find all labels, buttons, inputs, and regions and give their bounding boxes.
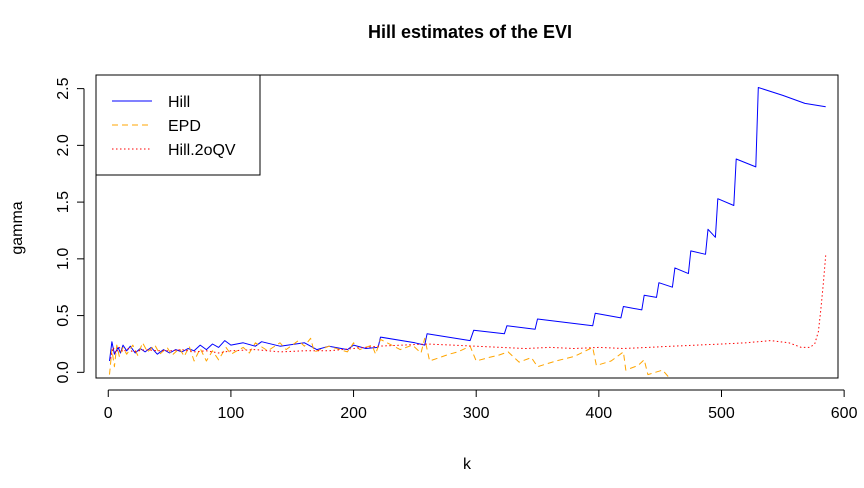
legend: Hill EPD Hill.2oQV: [95, 74, 261, 176]
legend-label: EPD: [168, 118, 201, 135]
legend-label: Hill.2oQV: [168, 142, 236, 159]
y-tick-label: 0.0: [55, 361, 72, 383]
x-axis: 0 100 200 300 400 500 600: [104, 389, 858, 422]
x-tick-label: 500: [708, 405, 735, 422]
plot-series: [109, 87, 827, 378]
x-tick-label: 300: [463, 405, 490, 422]
x-axis-label: k: [463, 456, 472, 473]
y-tick-label: 2.0: [55, 134, 72, 156]
x-tick-label: 400: [585, 405, 612, 422]
y-tick-label: 2.5: [55, 77, 72, 99]
plot-frame: [95, 74, 839, 379]
y-axis: 0.0 0.5 1.0 1.5 2.0 2.5: [55, 77, 85, 383]
series-line-epd: [109, 337, 685, 378]
y-tick-label: 1.5: [55, 191, 72, 213]
series-line-hill: [109, 87, 826, 362]
y-tick-label: 0.5: [55, 304, 72, 326]
x-tick-label: 600: [831, 405, 858, 422]
y-axis-label: gamma: [9, 201, 26, 254]
chart-title: Hill estimates of the EVI: [368, 22, 572, 42]
x-tick-label: 0: [104, 405, 113, 422]
series-line-hill-2oqv: [110, 255, 827, 359]
x-tick-label: 200: [340, 405, 367, 422]
legend-label: Hill: [168, 94, 190, 111]
x-tick-label: 100: [218, 405, 245, 422]
y-tick-label: 1.0: [55, 248, 72, 270]
